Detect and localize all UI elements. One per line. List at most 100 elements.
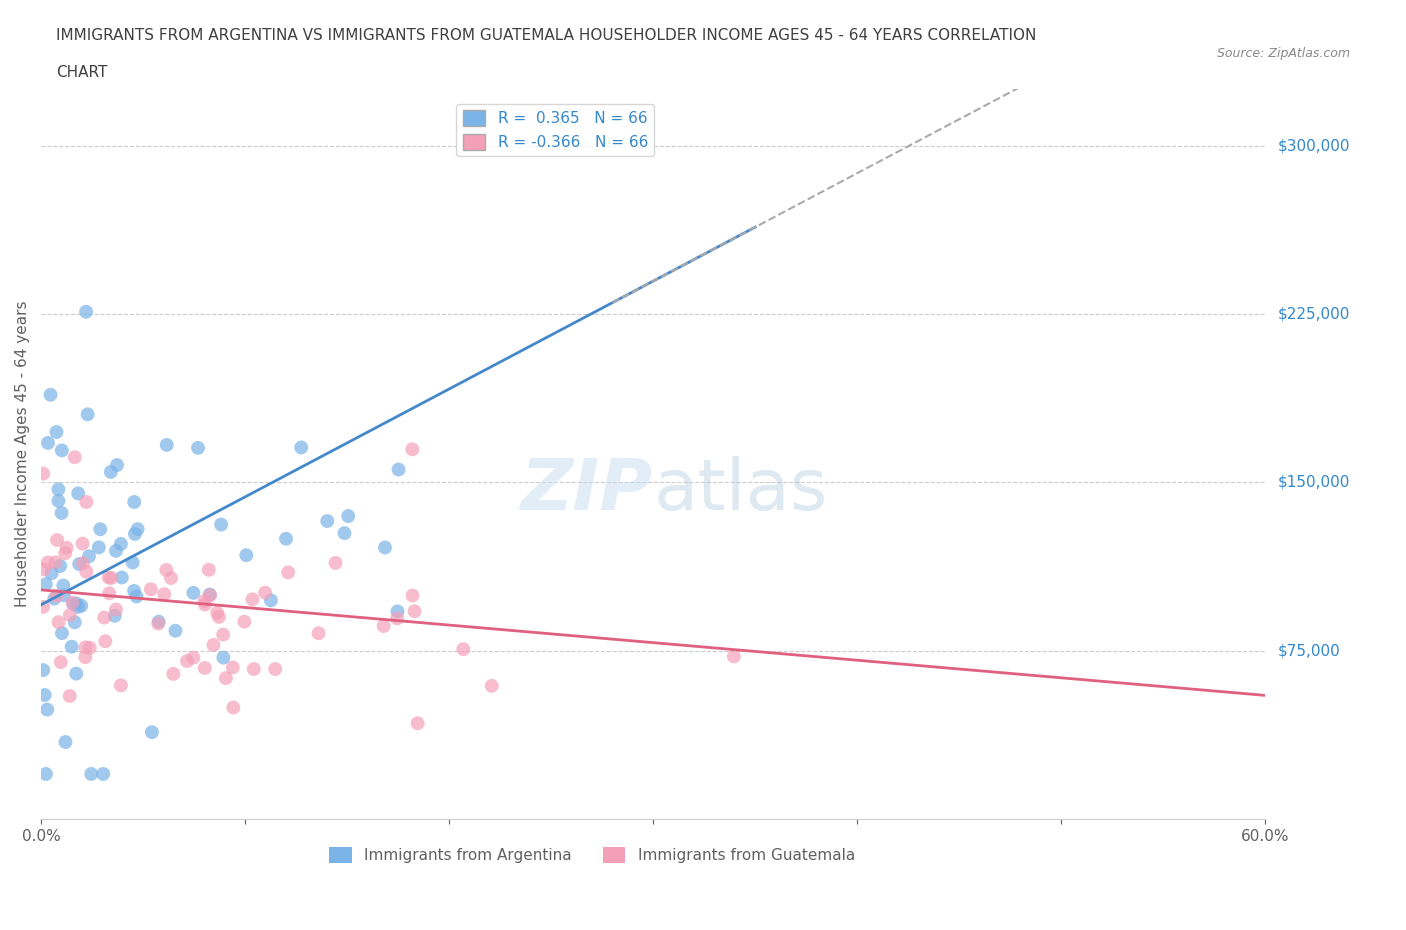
Immigrants from Argentina [45,425,67,440]
Immigrants from Guatemala [32,562,55,577]
Immigrants from Argentina [198,587,221,602]
Immigrants from Argentina [212,650,235,665]
Immigrants from Guatemala [308,626,330,641]
Immigrants from Argentina [37,435,59,450]
Immigrants from Guatemala [32,600,55,615]
Text: $225,000: $225,000 [1278,306,1350,322]
Immigrants from Guatemala [200,588,222,603]
Text: $150,000: $150,000 [1278,474,1350,490]
Immigrants from Guatemala [194,597,217,612]
Immigrants from Guatemala [215,671,238,685]
Immigrants from Guatemala [72,536,94,551]
Immigrants from Argentina [125,589,148,604]
Immigrants from Guatemala [94,634,117,649]
Immigrants from Argentina [65,596,87,611]
Immigrants from Argentina [67,600,90,615]
Immigrants from Argentina [316,513,339,528]
Y-axis label: Householder Income Ages 45 - 64 years: Householder Income Ages 45 - 64 years [15,301,30,607]
Immigrants from Guatemala [46,533,69,548]
Immigrants from Guatemala [75,495,97,510]
Immigrants from Argentina [76,406,98,421]
Immigrants from Guatemala [155,563,177,578]
Immigrants from Guatemala [183,650,205,665]
Immigrants from Argentina [121,555,143,570]
Immigrants from Guatemala [93,610,115,625]
Immigrants from Argentina [156,437,179,452]
Immigrants from Argentina [35,766,58,781]
Immigrants from Argentina [39,387,62,402]
Immigrants from Guatemala [59,688,82,703]
Immigrants from Guatemala [162,667,184,682]
Immigrants from Guatemala [401,442,423,457]
Immigrants from Guatemala [193,593,215,608]
Immigrants from Guatemala [404,604,426,618]
Immigrants from Argentina [122,495,145,510]
Immigrants from Argentina [183,585,205,600]
Immigrants from Argentina [91,766,114,781]
Text: $75,000: $75,000 [1278,643,1340,658]
Immigrants from Guatemala [72,556,94,571]
Immigrants from Argentina [70,598,93,613]
Immigrants from Argentina [41,565,63,580]
Immigrants from Argentina [187,441,209,456]
Immigrants from Guatemala [242,661,264,676]
Immigrants from Guatemala [264,661,287,676]
Immigrants from Argentina [51,443,73,458]
Immigrants from Argentina [274,531,297,546]
Immigrants from Guatemala [481,678,503,693]
Immigrants from Argentina [65,666,87,681]
Immigrants from Argentina [235,548,257,563]
Immigrants from Guatemala [153,587,176,602]
Text: Source: ZipAtlas.com: Source: ZipAtlas.com [1216,46,1350,60]
Immigrants from Guatemala [148,617,170,631]
Immigrants from Guatemala [160,571,183,586]
Immigrants from Guatemala [49,655,72,670]
Immigrants from Guatemala [97,570,120,585]
Immigrants from Guatemala [75,640,97,655]
Immigrants from Argentina [104,608,127,623]
Immigrants from Guatemala [59,607,82,622]
Immigrants from Argentina [67,486,90,501]
Immigrants from Guatemala [104,602,127,617]
Immigrants from Argentina [87,540,110,555]
Immigrants from Guatemala [63,450,86,465]
Legend: Immigrants from Argentina, Immigrants from Guatemala: Immigrants from Argentina, Immigrants fr… [323,842,860,870]
Immigrants from Argentina [100,464,122,479]
Immigrants from Argentina [51,626,73,641]
Immigrants from Guatemala [48,615,70,630]
Immigrants from Argentina [48,494,70,509]
Text: ZIP: ZIP [522,456,654,525]
Immigrants from Argentina [290,440,312,455]
Immigrants from Guatemala [205,605,228,620]
Immigrants from Argentina [49,559,72,574]
Immigrants from Argentina [62,596,84,611]
Immigrants from Guatemala [406,716,429,731]
Immigrants from Argentina [37,702,59,717]
Text: IMMIGRANTS FROM ARGENTINA VS IMMIGRANTS FROM GUATEMALA HOUSEHOLDER INCOME AGES 4: IMMIGRANTS FROM ARGENTINA VS IMMIGRANTS … [56,28,1036,43]
Immigrants from Guatemala [32,466,55,481]
Immigrants from Guatemala [176,654,198,669]
Immigrants from Guatemala [233,614,256,629]
Immigrants from Argentina [77,549,100,564]
Immigrants from Argentina [337,509,360,524]
Immigrants from Guatemala [254,585,277,600]
Immigrants from Guatemala [79,640,101,655]
Immigrants from Argentina [34,687,56,702]
Immigrants from Guatemala [45,589,67,604]
Immigrants from Argentina [124,526,146,541]
Immigrants from Argentina [80,766,103,781]
Immigrants from Argentina [209,517,232,532]
Immigrants from Guatemala [139,582,162,597]
Immigrants from Argentina [387,604,409,618]
Immigrants from Argentina [55,735,77,750]
Immigrants from Guatemala [194,660,217,675]
Text: atlas: atlas [654,456,828,525]
Immigrants from Argentina [165,623,187,638]
Immigrants from Argentina [122,583,145,598]
Immigrants from Argentina [48,482,70,497]
Immigrants from Argentina [44,591,66,606]
Immigrants from Argentina [32,662,55,677]
Immigrants from Guatemala [277,565,299,579]
Immigrants from Argentina [60,639,83,654]
Immigrants from Argentina [141,724,163,739]
